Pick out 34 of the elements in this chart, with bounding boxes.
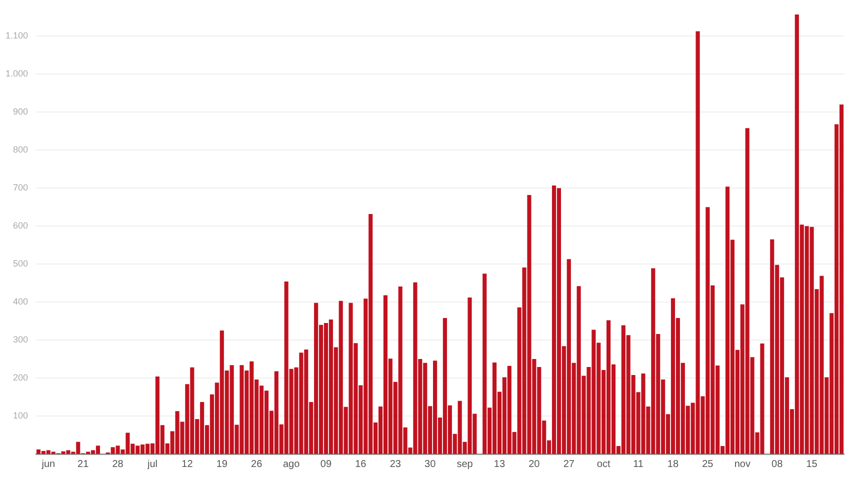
x-tick-label: jul — [146, 458, 158, 470]
x-tick-label: 21 — [78, 458, 90, 470]
y-tick-label: 200 — [12, 372, 28, 383]
x-tick-label: 13 — [494, 458, 506, 470]
x-tick-label: 26 — [251, 458, 263, 470]
x-tick-label: jun — [40, 458, 56, 470]
x-tick-label: sep — [456, 458, 474, 470]
x-tick-label: 30 — [424, 458, 436, 470]
y-tick-label: 900 — [12, 106, 28, 117]
x-tick-label: ago — [282, 458, 300, 470]
x-tick-label: oct — [596, 458, 610, 470]
x-tick-label: 20 — [528, 458, 540, 470]
y-tick-label: 1.100 — [5, 30, 28, 41]
x-tick-label: 27 — [563, 458, 575, 470]
y-tick-label: 700 — [12, 182, 28, 193]
y-tick-label: 800 — [12, 144, 28, 155]
x-tick-label: 19 — [216, 458, 228, 470]
x-tick-label: 12 — [182, 458, 194, 470]
x-tick-label: 25 — [702, 458, 714, 470]
x-tick-label: 23 — [390, 458, 402, 470]
y-tick-label: 100 — [12, 410, 28, 420]
y-tick-label: 400 — [12, 296, 28, 307]
x-tick-label: 18 — [667, 458, 679, 470]
x-tick-label: 09 — [320, 458, 332, 470]
x-tick-label: 28 — [112, 458, 124, 470]
x-tick-label: 08 — [772, 458, 784, 470]
y-tick-label: 300 — [12, 334, 28, 345]
x-tick-label: 15 — [806, 458, 818, 470]
y-tick-label: 1.000 — [5, 68, 28, 79]
x-tick-label: 11 — [633, 458, 644, 470]
y-tick-label: 500 — [12, 258, 28, 269]
y-tick-label: 600 — [12, 220, 28, 231]
x-tick-label: nov — [734, 458, 750, 470]
x-tick-label: 16 — [355, 458, 367, 470]
